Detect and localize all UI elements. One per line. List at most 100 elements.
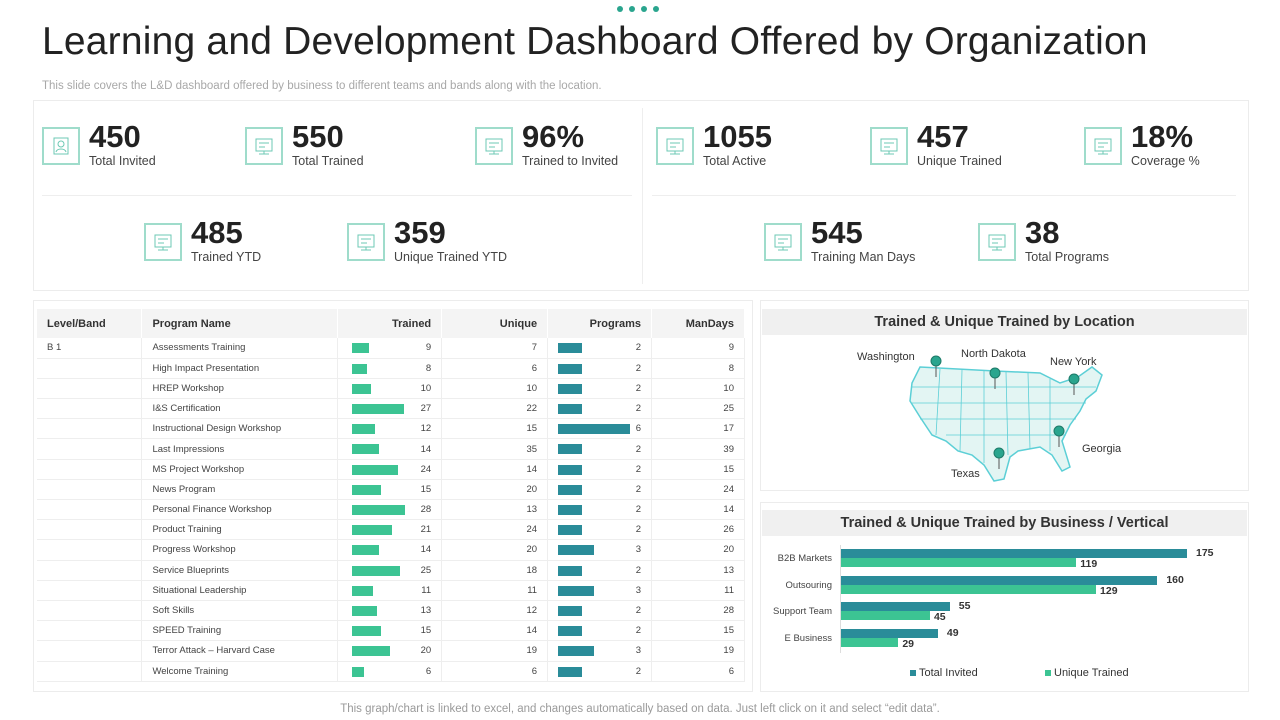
trained-bar — [352, 626, 381, 637]
category-label: B2B Markets — [777, 553, 832, 564]
table-cell — [37, 438, 143, 460]
kpi-card: 545 Training Man Days — [764, 217, 915, 264]
table-cell: 20 — [441, 479, 549, 501]
kpi-label: Training Man Days — [811, 250, 916, 264]
table-cell: B 1 — [37, 338, 143, 359]
table-cell: 12 — [441, 600, 549, 622]
table-cell: 12 — [337, 418, 443, 440]
program-table: Level/Band Program Name Trained Unique Progr… — [37, 309, 745, 682]
legend-unique-trained: Unique Trained — [1045, 667, 1129, 679]
table-cell — [37, 378, 143, 400]
table-cell: 26 — [651, 519, 745, 541]
table-cell — [37, 640, 143, 662]
table-cell: 2 — [547, 378, 652, 400]
divider — [642, 108, 643, 284]
programs-bar — [558, 424, 631, 435]
trained-bar — [352, 646, 391, 657]
table-row: I&S Certification 27 22 2 25 — [37, 398, 745, 420]
table-cell: 14 — [337, 539, 443, 561]
kpi-value: 550 — [292, 119, 344, 154]
trained-bar — [352, 525, 393, 536]
table-cell: 10 — [651, 378, 745, 400]
table-cell: 13 — [651, 560, 745, 581]
table-cell: 28 — [651, 600, 745, 622]
table-cell: 20 — [337, 640, 443, 662]
table-cell: Situational Leadership — [141, 580, 339, 601]
table-cell: 21 — [337, 519, 443, 541]
programs-bar — [558, 343, 583, 353]
kpi-card: 450 Total Invited — [42, 121, 156, 168]
data-label: 119 — [1080, 558, 1098, 570]
table-cell: Welcome Training — [141, 661, 339, 682]
map-label-texas: Texas — [951, 468, 980, 480]
chart-title: Trained & Unique Trained by Business / V… — [762, 510, 1247, 536]
table-cell — [37, 661, 143, 682]
data-label: 29 — [902, 637, 915, 650]
table-row: Situational Leadership 11 11 3 11 — [37, 580, 745, 601]
table-cell: 24 — [651, 479, 745, 501]
table-cell: 6 — [547, 418, 652, 440]
table-row: Personal Finance Workshop 28 13 2 14 — [37, 499, 745, 521]
table-cell: 27 — [337, 398, 443, 420]
table-cell: Progress Workshop — [141, 539, 339, 561]
table-cell: 15 — [337, 620, 443, 642]
kpi-label: Total Programs — [1025, 250, 1110, 264]
data-label: 129 — [1100, 584, 1118, 597]
table-cell: 6 — [337, 661, 443, 682]
table-cell: News Program — [141, 479, 339, 501]
table-cell: 20 — [441, 539, 549, 561]
calendar-icon — [764, 223, 802, 261]
kpi-label: Unique Trained YTD — [394, 250, 508, 264]
programs-bar — [558, 565, 583, 576]
table-cell: Instructional Design Workshop — [141, 418, 339, 440]
table-cell — [37, 560, 143, 581]
trained-bar — [352, 605, 377, 616]
kpi-label: Coverage % — [1131, 154, 1200, 168]
table-cell: 11 — [337, 580, 443, 601]
kpi-card: 96% Trained to Invited — [475, 121, 618, 168]
table-cell — [37, 479, 143, 501]
gear-screen-icon — [978, 223, 1016, 261]
bar-unique-trained — [841, 637, 899, 647]
map-label-north-dakota: North Dakota — [961, 348, 1026, 360]
table-cell: 15 — [651, 620, 745, 642]
kpi-label: Total Active — [703, 154, 767, 168]
kpi-label: Unique Trained — [917, 154, 1002, 168]
table-cell — [37, 620, 143, 642]
kpi-label: Total Invited — [89, 154, 156, 168]
table-cell — [37, 600, 143, 622]
table-cell: 6 — [651, 661, 745, 682]
screen-icon — [1084, 127, 1122, 165]
table-cell: 9 — [651, 338, 745, 359]
table-cell: Terror Attack – Harvard Case — [141, 640, 339, 662]
programs-bar — [558, 545, 595, 556]
table-cell: 28 — [337, 499, 443, 521]
kpi-value: 18% — [1131, 119, 1194, 154]
table-row: Terror Attack – Harvard Case 20 19 3 19 — [37, 640, 745, 662]
table-cell: 2 — [547, 358, 652, 379]
table-cell: 39 — [651, 438, 745, 460]
table-cell: 25 — [337, 560, 443, 581]
table-row: High Impact Presentation 8 6 2 8 — [37, 358, 745, 379]
kpi-card: 550 Total Trained — [245, 121, 364, 168]
table-cell: Personal Finance Workshop — [141, 499, 339, 521]
programs-bar — [558, 404, 583, 415]
pin-icon — [930, 355, 942, 377]
presentation-icon — [245, 127, 283, 165]
table-cell: 6 — [441, 358, 549, 379]
kpi-label: Trained YTD — [191, 250, 262, 264]
table-row: MS Project Workshop 24 14 2 15 — [37, 459, 745, 480]
legend-total-invited: Total Invited — [910, 667, 978, 679]
page-title: Learning and Development Dashboard Offer… — [42, 20, 1148, 63]
programs-bar — [558, 484, 583, 495]
programs-bar — [558, 646, 595, 657]
table-cell: 25 — [651, 398, 745, 420]
pin-icon — [989, 367, 1001, 389]
kpi-card: 1055 Total Active — [656, 121, 772, 168]
table-row: Last Impressions 14 35 2 39 — [37, 438, 745, 460]
table-row: News Program 15 20 2 24 — [37, 479, 745, 501]
kpi-card: 485 Trained YTD — [144, 217, 261, 264]
trained-bar — [352, 484, 381, 495]
table-cell: 15 — [337, 479, 443, 501]
table-cell: Soft Skills — [141, 600, 339, 622]
